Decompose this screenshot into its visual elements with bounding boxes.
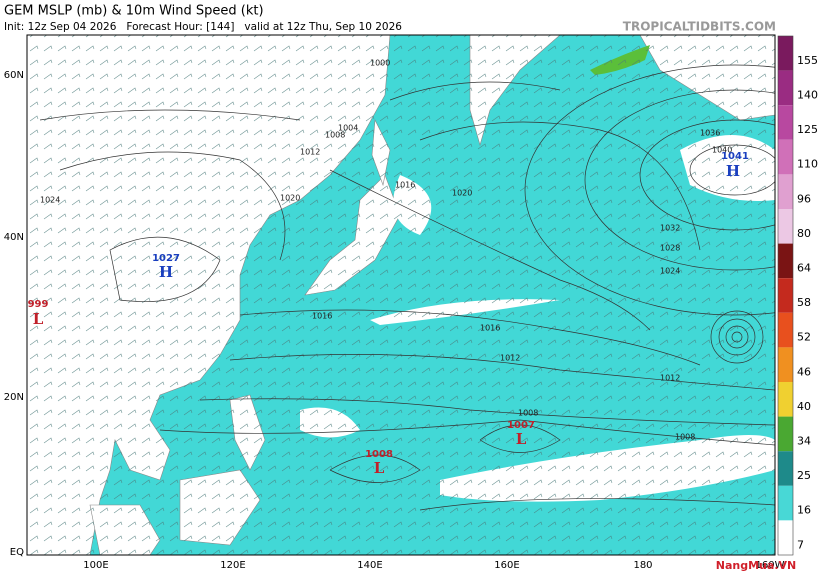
colorbar-swatch — [778, 382, 793, 417]
isobar-label: 1016 — [480, 324, 500, 333]
map-title: GEM MSLP (mb) & 10m Wind Speed (kt) — [4, 4, 264, 19]
isobar-label: 1000 — [370, 59, 390, 68]
lat-label: 60N — [4, 70, 24, 81]
colorbar-label: 110 — [797, 158, 818, 171]
isobar-label: 1016 — [312, 312, 332, 321]
wind-barbs — [27, 35, 775, 555]
colorbar-swatch — [778, 174, 793, 209]
colorbar-label: 125 — [797, 123, 818, 136]
lon-label: 160W — [756, 560, 785, 571]
isobar-label: 1024 — [660, 267, 680, 276]
colorbar-frame — [777, 35, 794, 556]
center-pressure: 1008 — [365, 449, 393, 460]
colorbar-label: 58 — [797, 296, 811, 309]
isobar-label: 1016 — [395, 181, 415, 190]
colorbar-label: 96 — [797, 192, 811, 205]
center-pressure: 1007 — [507, 420, 535, 431]
lon-labels: 100E 120E 140E 160E 180 160W — [83, 560, 784, 571]
isobar-label: 1008 — [325, 131, 345, 140]
isobar-label: 1036 — [700, 129, 720, 138]
colorbar-label: 25 — [797, 469, 811, 482]
lat-label: 40N — [4, 232, 24, 243]
center-symbol: H — [726, 162, 740, 180]
lat-label: 20N — [4, 392, 24, 403]
lon-label: 140E — [357, 560, 382, 571]
colorbar-label: 140 — [797, 89, 818, 102]
isobar-label: 1020 — [452, 189, 472, 198]
lon-label: 120E — [220, 560, 245, 571]
isobar-label: 1012 — [300, 148, 320, 157]
isobar-label: 1040 — [712, 146, 732, 155]
colorbar-swatch — [778, 209, 793, 244]
center-pressure: 1027 — [152, 253, 180, 264]
center-pressure: 1041 — [721, 151, 749, 162]
isobar-label: 1008 — [675, 433, 695, 442]
colorbar-swatch — [778, 485, 793, 521]
lon-label: 180 — [633, 560, 652, 571]
colorbar-label: 155 — [797, 54, 818, 67]
source: TROPICALTIDBITS.COM — [623, 20, 776, 34]
colorbar-swatch — [778, 416, 793, 452]
isobar-label: 1004 — [338, 124, 358, 133]
colorbar-label: 64 — [797, 262, 811, 275]
lat-label: EQ — [10, 547, 24, 558]
center-pressure: 999 — [28, 299, 49, 310]
colorbar-label: 40 — [797, 400, 811, 413]
isobar-label: 1020 — [280, 194, 300, 203]
colorbar-swatch — [778, 278, 793, 313]
center-symbol: H — [159, 263, 173, 281]
lon-label: 160E — [494, 560, 519, 571]
map-frame — [26, 34, 776, 556]
colorbar-label: 52 — [797, 331, 811, 344]
isobars — [39, 64, 775, 511]
colorbar-label: 7 — [797, 538, 804, 551]
isobar-label: 1008 — [518, 409, 538, 418]
colorbar-swatch — [778, 243, 793, 279]
center-symbol: L — [516, 430, 527, 448]
colorbar-label: 46 — [797, 365, 811, 378]
map-area: 1000 1004 1008 1012 1016 1020 1024 1028 … — [27, 35, 775, 555]
colorbar-swatch — [778, 70, 793, 106]
isobar-label: 1012 — [660, 374, 680, 383]
colorbar: 155 140 125 110 96 80 64 58 52 46 40 34 25 16 7 — [777, 35, 818, 556]
isobar-label: 1024 — [40, 196, 60, 205]
colorbar-swatch — [778, 451, 793, 486]
colorbar-label: 34 — [797, 435, 811, 448]
colorbar-swatch — [778, 105, 793, 140]
isobar-label: 1032 — [660, 224, 680, 233]
lon-label: 100E — [83, 560, 108, 571]
colorbar-swatch — [778, 36, 793, 71]
colorbar-swatch — [778, 312, 793, 348]
isobar-label: 1012 — [500, 354, 520, 363]
isobar-label: 1028 — [660, 244, 680, 253]
colorbar-swatch — [778, 139, 793, 175]
watermark: NangMua.VN — [716, 559, 796, 572]
colorbar-swatch — [778, 347, 793, 382]
colorbar-swatch — [778, 520, 793, 555]
map-subtitle: Init: 12z Sep 04 2026 Forecast Hour: [14… — [4, 21, 402, 33]
colorbar-label: 16 — [797, 504, 811, 517]
center-symbol: L — [33, 310, 44, 328]
lat-labels: 60N 40N 20N EQ — [4, 70, 24, 558]
colorbar-label: 80 — [797, 227, 811, 240]
center-symbol: L — [374, 459, 385, 477]
